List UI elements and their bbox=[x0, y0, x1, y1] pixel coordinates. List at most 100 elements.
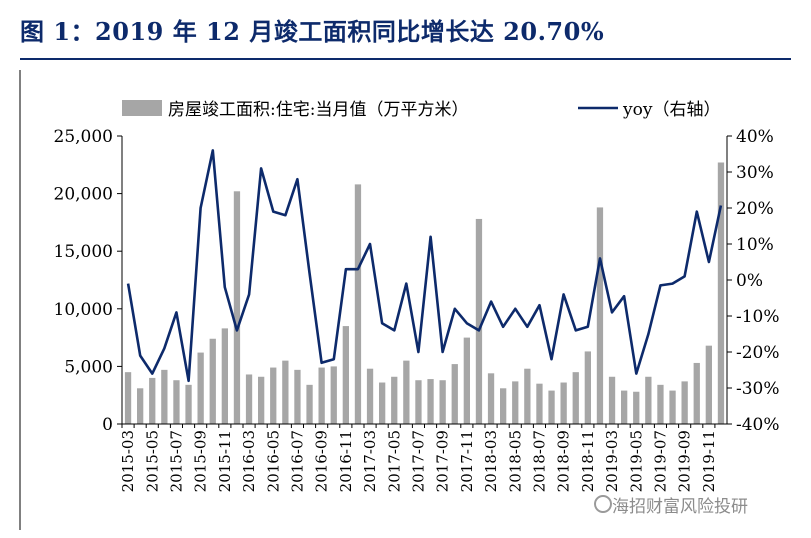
x-tick-label: 2019-05 bbox=[627, 430, 645, 492]
left-tick-label: 20,000 bbox=[54, 185, 113, 205]
bar bbox=[137, 388, 144, 424]
bar bbox=[548, 390, 555, 424]
x-tick-label: 2015-05 bbox=[143, 430, 161, 492]
bar bbox=[633, 391, 640, 424]
bar bbox=[318, 367, 325, 424]
bar bbox=[282, 360, 289, 424]
bar bbox=[693, 362, 700, 424]
legend-bar-label: 房屋竣工面积:住宅:当月值（万平方米） bbox=[168, 100, 468, 120]
bar bbox=[124, 372, 132, 424]
bar bbox=[500, 388, 507, 424]
bar bbox=[270, 367, 277, 424]
right-tick-label: 30% bbox=[736, 163, 774, 183]
bar bbox=[330, 366, 337, 424]
figure-title: 图 1：2019 年 12 月竣工面积同比增长达 20.70% bbox=[20, 17, 605, 46]
bar bbox=[342, 326, 349, 424]
x-tick-label: 2015-07 bbox=[167, 430, 185, 492]
right-tick-label: 10% bbox=[736, 235, 774, 255]
right-tick-label: -10% bbox=[736, 307, 780, 327]
x-tick-label: 2019-07 bbox=[651, 430, 669, 492]
bar bbox=[245, 374, 253, 424]
right-tick-label: 20% bbox=[736, 199, 774, 219]
bar bbox=[221, 328, 228, 424]
bar bbox=[366, 368, 374, 424]
x-tick-label: 2016-11 bbox=[337, 430, 355, 492]
left-tick-label: 15,000 bbox=[54, 242, 113, 262]
bar bbox=[596, 207, 604, 424]
x-tick-label: 2017-07 bbox=[409, 430, 427, 492]
bar bbox=[354, 184, 362, 424]
bar bbox=[584, 351, 591, 424]
x-tick-label: 2019-09 bbox=[676, 430, 694, 492]
legend-line-label: yoy（右轴） bbox=[622, 100, 720, 120]
right-tick-label: -40% bbox=[736, 415, 780, 435]
bar bbox=[197, 352, 204, 424]
x-tick-label: 2016-07 bbox=[288, 430, 306, 492]
x-tick-label: 2015-09 bbox=[192, 430, 210, 492]
x-tick-label: 2017-05 bbox=[385, 430, 403, 492]
x-tick-label: 2016-09 bbox=[313, 430, 331, 492]
right-tick-label: 40% bbox=[736, 127, 774, 147]
x-tick-label: 2018-07 bbox=[530, 430, 548, 492]
x-tick-label: 2015-03 bbox=[119, 430, 137, 492]
x-tick-label: 2017-11 bbox=[458, 430, 476, 492]
left-tick-label: 5,000 bbox=[64, 357, 113, 377]
bar bbox=[173, 380, 180, 424]
x-tick-label: 2016-05 bbox=[264, 430, 282, 492]
x-tick-label: 2019-11 bbox=[700, 430, 718, 492]
bar bbox=[512, 381, 519, 424]
x-tick-label: 2018-03 bbox=[482, 430, 500, 492]
left-tick-label: 10,000 bbox=[54, 300, 113, 320]
bar bbox=[149, 377, 156, 424]
x-tick-label: 2018-09 bbox=[555, 430, 573, 492]
bar bbox=[415, 380, 422, 424]
bar bbox=[185, 384, 192, 424]
bar bbox=[560, 382, 567, 424]
bar bbox=[657, 384, 664, 424]
x-tick-label: 2017-09 bbox=[434, 430, 452, 492]
bar bbox=[608, 376, 616, 424]
bar bbox=[427, 379, 434, 424]
wechat-logo-icon bbox=[594, 495, 612, 513]
bar bbox=[161, 369, 168, 424]
bar bbox=[705, 345, 712, 424]
bar bbox=[669, 390, 676, 424]
x-tick-label: 2018-05 bbox=[506, 430, 524, 492]
bar bbox=[536, 383, 543, 424]
bar bbox=[379, 382, 386, 424]
bar bbox=[475, 218, 483, 424]
x-tick-label: 2016-03 bbox=[240, 430, 258, 492]
bar bbox=[209, 338, 216, 424]
x-tick-label: 2015-11 bbox=[216, 430, 234, 492]
right-tick-label: -20% bbox=[736, 343, 780, 363]
bar bbox=[681, 381, 688, 424]
bar bbox=[463, 337, 470, 424]
axes: 0 5,000 10,000 15,000 20,000 25,000 -40% -30% -2… bbox=[54, 127, 780, 492]
bar bbox=[717, 162, 725, 424]
right-tick-label: -30% bbox=[736, 379, 780, 399]
title-rule bbox=[20, 58, 791, 60]
bar bbox=[294, 369, 301, 424]
bar bbox=[621, 390, 628, 424]
bar bbox=[487, 373, 495, 424]
bar bbox=[451, 364, 458, 424]
yoy-line-group bbox=[126, 149, 723, 383]
x-tick-label: 2019-03 bbox=[603, 430, 621, 492]
bar bbox=[233, 191, 241, 424]
legend-bar-swatch bbox=[122, 100, 162, 116]
bar bbox=[524, 368, 531, 424]
left-tick-label: 25,000 bbox=[54, 127, 113, 147]
bar bbox=[645, 376, 652, 424]
bar bbox=[258, 376, 265, 424]
yoy-line bbox=[126, 149, 723, 383]
x-tick-label: 2018-11 bbox=[579, 430, 597, 492]
bar bbox=[391, 376, 398, 424]
right-tick-label: 0% bbox=[736, 271, 763, 291]
bar bbox=[439, 380, 446, 424]
left-tick-label: 0 bbox=[102, 415, 113, 435]
watermark: 海招财富风险投研 bbox=[612, 497, 748, 517]
x-tick-label: 2017-03 bbox=[361, 430, 379, 492]
legend: 房屋竣工面积:住宅:当月值（万平方米） yoy（右轴） bbox=[122, 100, 720, 120]
bar bbox=[572, 372, 579, 424]
